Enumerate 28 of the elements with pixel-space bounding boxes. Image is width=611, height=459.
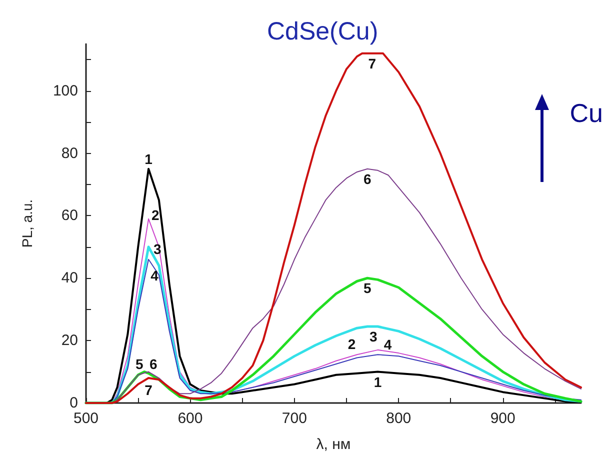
- text: 3: [369, 328, 378, 345]
- annotation: Cu: [570, 98, 604, 128]
- series-label: 1: [374, 374, 382, 390]
- series-label: 5: [136, 356, 144, 372]
- text: 6: [363, 170, 372, 187]
- x-tick-label: 700: [282, 410, 307, 427]
- text: 4: [384, 336, 392, 353]
- x-tick-label: 900: [490, 410, 516, 427]
- text: 2: [348, 336, 356, 352]
- text: 5: [363, 280, 372, 296]
- series-label: 4: [150, 267, 159, 284]
- y-tick-label: 20: [61, 332, 78, 350]
- y-tick-label: 0: [70, 394, 78, 412]
- series-label: 7: [144, 382, 153, 398]
- chart-title: CdSe(Cu): [267, 18, 378, 46]
- x-tick-label: 500: [73, 410, 99, 427]
- x-tick-label: 800: [386, 410, 412, 427]
- y-tick-label: 40: [61, 270, 78, 287]
- y-tick-label: 100: [52, 82, 78, 100]
- text: 7: [368, 55, 376, 72]
- x-axis-title: λ, нм: [316, 436, 351, 453]
- x-tick-label: 600: [178, 410, 203, 427]
- y-tick-label: 80: [61, 144, 78, 162]
- series-label: 2: [152, 206, 160, 223]
- series-label: 6: [150, 356, 158, 372]
- y-tick-label: 60: [61, 207, 78, 224]
- y-axis-title: PL, a.u.: [19, 199, 35, 248]
- text: 1: [144, 150, 152, 167]
